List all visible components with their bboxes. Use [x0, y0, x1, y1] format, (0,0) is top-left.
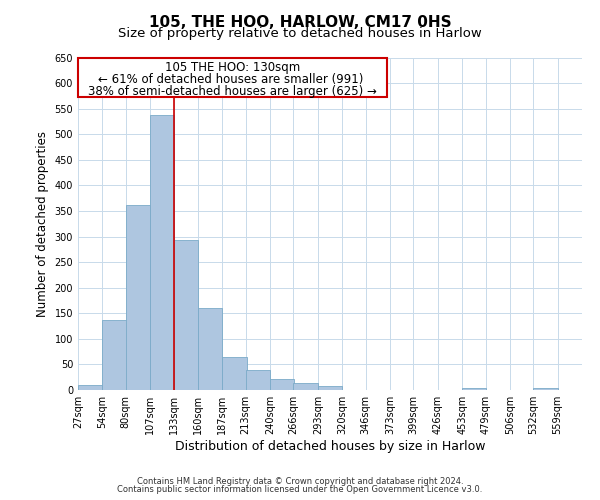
FancyBboxPatch shape — [78, 58, 387, 98]
Bar — [270, 378, 295, 390]
Text: ← 61% of detached houses are smaller (991): ← 61% of detached houses are smaller (99… — [98, 73, 364, 86]
Text: 105 THE HOO: 130sqm: 105 THE HOO: 130sqm — [165, 61, 300, 74]
X-axis label: Distribution of detached houses by size in Harlow: Distribution of detached houses by size … — [175, 440, 485, 453]
Bar — [462, 388, 487, 390]
Bar — [293, 383, 318, 390]
Bar — [245, 370, 270, 390]
Bar — [173, 240, 198, 390]
Text: Contains HM Land Registry data © Crown copyright and database right 2024.: Contains HM Land Registry data © Crown c… — [137, 477, 463, 486]
Bar — [150, 116, 175, 390]
Text: 105, THE HOO, HARLOW, CM17 0HS: 105, THE HOO, HARLOW, CM17 0HS — [149, 15, 451, 30]
Bar — [222, 357, 247, 390]
Bar — [198, 308, 222, 390]
Y-axis label: Number of detached properties: Number of detached properties — [36, 130, 49, 317]
Text: Contains public sector information licensed under the Open Government Licence v3: Contains public sector information licen… — [118, 485, 482, 494]
Bar — [533, 388, 557, 390]
Bar — [103, 320, 127, 390]
Text: Size of property relative to detached houses in Harlow: Size of property relative to detached ho… — [118, 28, 482, 40]
Bar — [318, 386, 342, 390]
Bar — [126, 205, 150, 390]
Text: 38% of semi-detached houses are larger (625) →: 38% of semi-detached houses are larger (… — [88, 85, 377, 98]
Bar — [78, 385, 103, 390]
